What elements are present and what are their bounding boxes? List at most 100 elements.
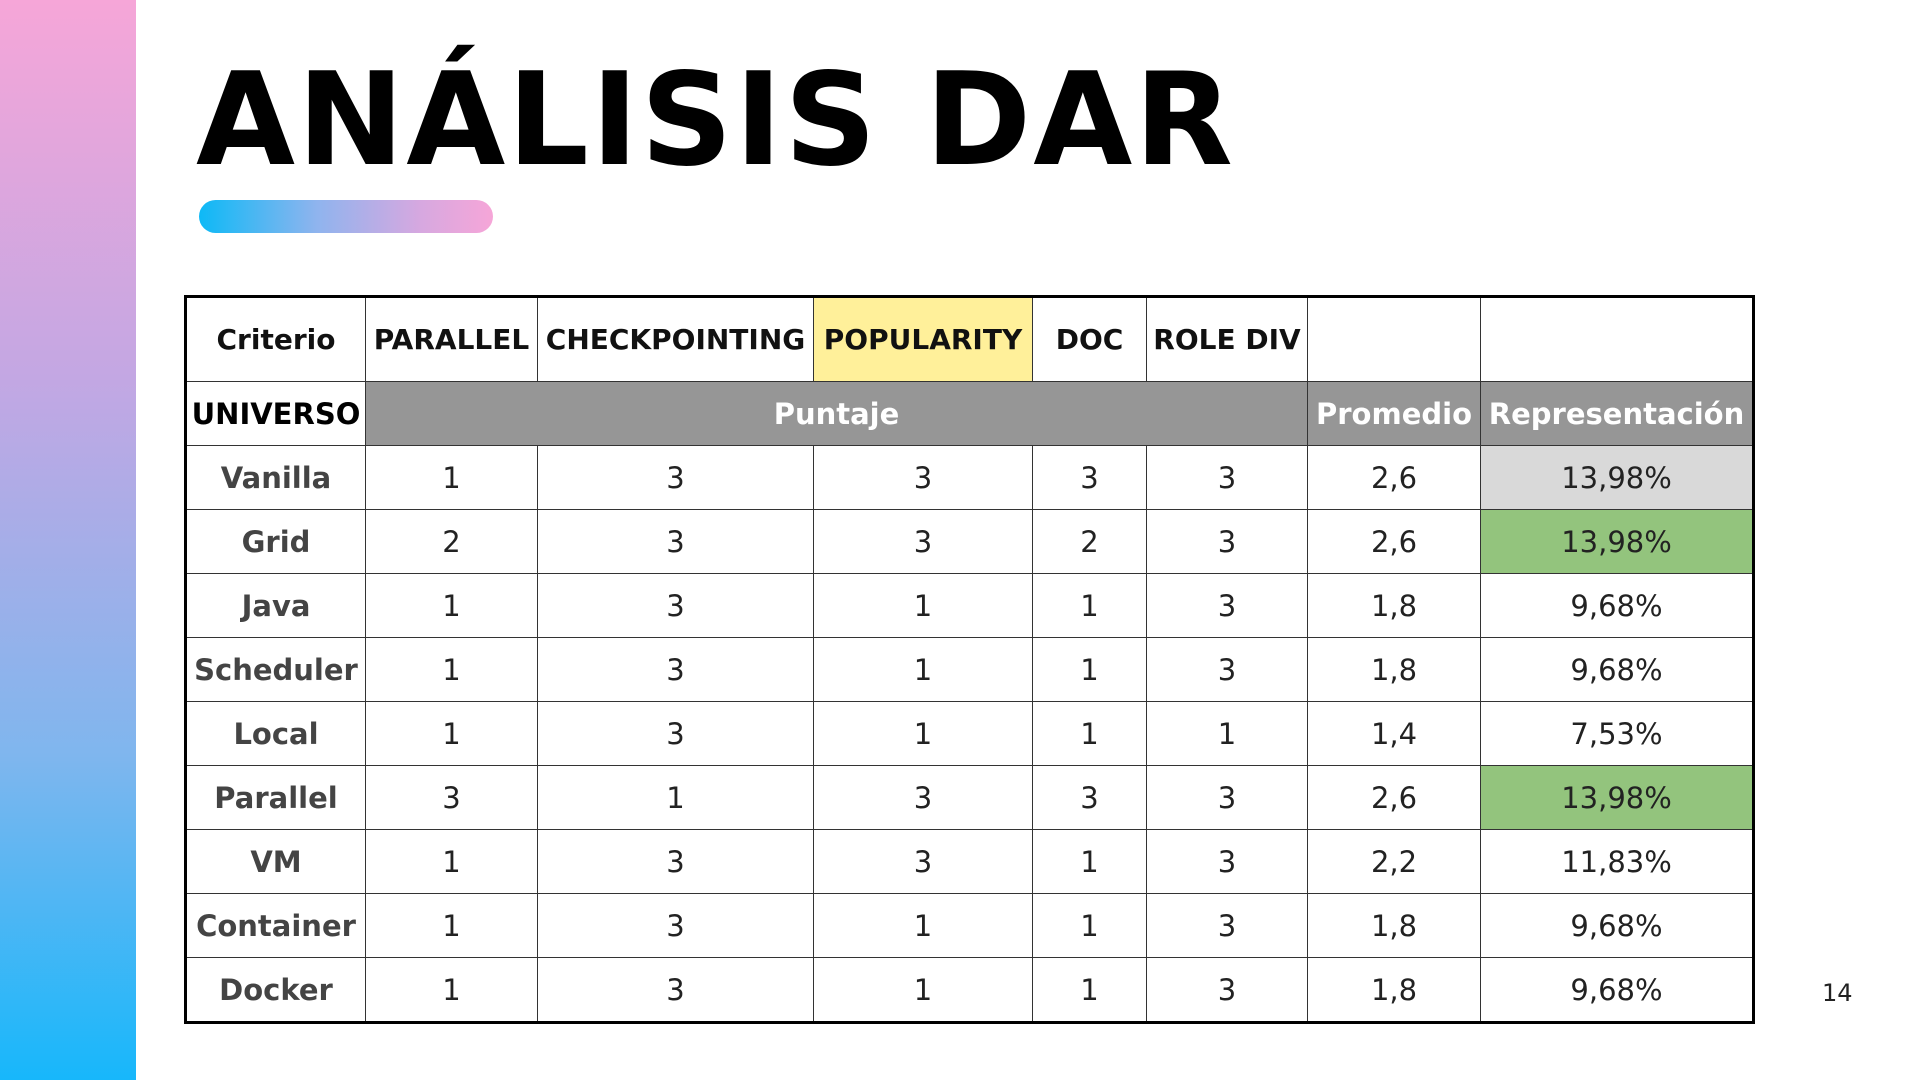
column-header-parallel: PARALLEL xyxy=(365,296,538,382)
parallel-score-cell: 1 xyxy=(365,701,538,766)
role-div-score-cell: 3 xyxy=(1146,957,1308,1023)
doc-score-cell: 1 xyxy=(1032,573,1147,638)
doc-score-cell: 1 xyxy=(1032,701,1147,766)
column-header-checkpointing: CHECKPOINTING xyxy=(537,296,814,382)
checkpointing-score-cell: 3 xyxy=(537,445,814,510)
parallel-score-cell: 1 xyxy=(365,957,538,1023)
role-div-score-cell: 3 xyxy=(1146,637,1308,702)
table-row: Vanilla 1 3 3 3 3 2,6 13,98% xyxy=(185,445,1754,510)
column-header-popularity: POPULARITY xyxy=(813,296,1033,382)
table-row: Java 1 3 1 1 3 1,8 9,68% xyxy=(185,573,1754,638)
promedio-cell: 1,8 xyxy=(1307,637,1481,702)
promedio-header: Promedio xyxy=(1307,381,1481,446)
checkpointing-score-cell: 3 xyxy=(537,509,814,574)
empty-header-cell xyxy=(1307,296,1481,382)
table-row: Scheduler 1 3 1 1 3 1,8 9,68% xyxy=(185,637,1754,702)
checkpointing-score-cell: 3 xyxy=(537,701,814,766)
role-div-score-cell: 3 xyxy=(1146,509,1308,574)
representacion-header: Representación xyxy=(1480,381,1754,446)
checkpointing-score-cell: 3 xyxy=(537,573,814,638)
column-header-role-div: ROLE DIV xyxy=(1146,296,1308,382)
representacion-cell: 9,68% xyxy=(1480,893,1754,958)
promedio-cell: 1,8 xyxy=(1307,957,1481,1023)
representacion-cell: 11,83% xyxy=(1480,829,1754,894)
popularity-score-cell: 1 xyxy=(813,573,1033,638)
empty-header-cell xyxy=(1480,296,1754,382)
role-div-score-cell: 1 xyxy=(1146,701,1308,766)
parallel-score-cell: 1 xyxy=(365,637,538,702)
table-row: Local 1 3 1 1 1 1,4 7,53% xyxy=(185,701,1754,766)
popularity-score-cell: 1 xyxy=(813,893,1033,958)
role-div-score-cell: 3 xyxy=(1146,445,1308,510)
table-row: Grid 2 3 3 2 3 2,6 13,98% xyxy=(185,509,1754,574)
table-row: Container 1 3 1 1 3 1,8 9,68% xyxy=(185,893,1754,958)
promedio-cell: 2,6 xyxy=(1307,765,1481,830)
checkpointing-score-cell: 3 xyxy=(537,637,814,702)
representacion-cell: 9,68% xyxy=(1480,573,1754,638)
row-label: Parallel xyxy=(185,765,366,830)
puntaje-header: Puntaje xyxy=(365,381,1308,446)
parallel-score-cell: 3 xyxy=(365,765,538,830)
criterio-header: Criterio xyxy=(185,296,366,382)
parallel-score-cell: 1 xyxy=(365,829,538,894)
table-subheader-row: UNIVERSO Puntaje Promedio Representación xyxy=(185,381,1754,446)
table-row: Parallel 3 1 3 3 3 2,6 13,98% xyxy=(185,765,1754,830)
popularity-score-cell: 1 xyxy=(813,701,1033,766)
popularity-score-cell: 1 xyxy=(813,957,1033,1023)
role-div-score-cell: 3 xyxy=(1146,573,1308,638)
row-label: Grid xyxy=(185,509,366,574)
representacion-cell: 13,98% xyxy=(1480,445,1754,510)
column-header-doc: DOC xyxy=(1032,296,1147,382)
popularity-score-cell: 3 xyxy=(813,765,1033,830)
popularity-score-cell: 3 xyxy=(813,829,1033,894)
popularity-score-cell: 1 xyxy=(813,637,1033,702)
universo-header: UNIVERSO xyxy=(185,381,366,446)
table-row: VM 1 3 3 1 3 2,2 11,83% xyxy=(185,829,1754,894)
popularity-score-cell: 3 xyxy=(813,509,1033,574)
doc-score-cell: 1 xyxy=(1032,829,1147,894)
row-label: Local xyxy=(185,701,366,766)
representacion-cell: 9,68% xyxy=(1480,957,1754,1023)
table-header-row: Criterio PARALLEL CHECKPOINTING POPULARI… xyxy=(185,296,1754,382)
doc-score-cell: 1 xyxy=(1032,893,1147,958)
row-label: VM xyxy=(185,829,366,894)
dar-analysis-table: Criterio PARALLEL CHECKPOINTING POPULARI… xyxy=(184,295,1755,1024)
promedio-cell: 2,2 xyxy=(1307,829,1481,894)
title-accent-bar xyxy=(199,200,493,233)
checkpointing-score-cell: 3 xyxy=(537,893,814,958)
decorative-gradient-sidebar xyxy=(0,0,136,1080)
page-number: 14 xyxy=(1822,979,1853,1007)
promedio-cell: 1,8 xyxy=(1307,573,1481,638)
role-div-score-cell: 3 xyxy=(1146,765,1308,830)
promedio-cell: 1,8 xyxy=(1307,893,1481,958)
promedio-cell: 2,6 xyxy=(1307,445,1481,510)
row-label: Scheduler xyxy=(185,637,366,702)
checkpointing-score-cell: 1 xyxy=(537,765,814,830)
checkpointing-score-cell: 3 xyxy=(537,957,814,1023)
parallel-score-cell: 1 xyxy=(365,893,538,958)
role-div-score-cell: 3 xyxy=(1146,893,1308,958)
representacion-cell: 13,98% xyxy=(1480,765,1754,830)
row-label: Container xyxy=(185,893,366,958)
table-body: Vanilla 1 3 3 3 3 2,6 13,98% Grid 2 3 3 2 3 2,6 13,98% J… xyxy=(185,445,1754,1023)
promedio-cell: 1,4 xyxy=(1307,701,1481,766)
row-label: Java xyxy=(185,573,366,638)
doc-score-cell: 3 xyxy=(1032,445,1147,510)
doc-score-cell: 3 xyxy=(1032,765,1147,830)
doc-score-cell: 1 xyxy=(1032,957,1147,1023)
slide-title: ANÁLISIS DAR xyxy=(196,46,1235,195)
representacion-cell: 13,98% xyxy=(1480,509,1754,574)
checkpointing-score-cell: 3 xyxy=(537,829,814,894)
representacion-cell: 7,53% xyxy=(1480,701,1754,766)
parallel-score-cell: 1 xyxy=(365,573,538,638)
doc-score-cell: 1 xyxy=(1032,637,1147,702)
parallel-score-cell: 2 xyxy=(365,509,538,574)
popularity-score-cell: 3 xyxy=(813,445,1033,510)
table-row: Docker 1 3 1 1 3 1,8 9,68% xyxy=(185,957,1754,1023)
row-label: Vanilla xyxy=(185,445,366,510)
role-div-score-cell: 3 xyxy=(1146,829,1308,894)
doc-score-cell: 2 xyxy=(1032,509,1147,574)
parallel-score-cell: 1 xyxy=(365,445,538,510)
representacion-cell: 9,68% xyxy=(1480,637,1754,702)
row-label: Docker xyxy=(185,957,366,1023)
